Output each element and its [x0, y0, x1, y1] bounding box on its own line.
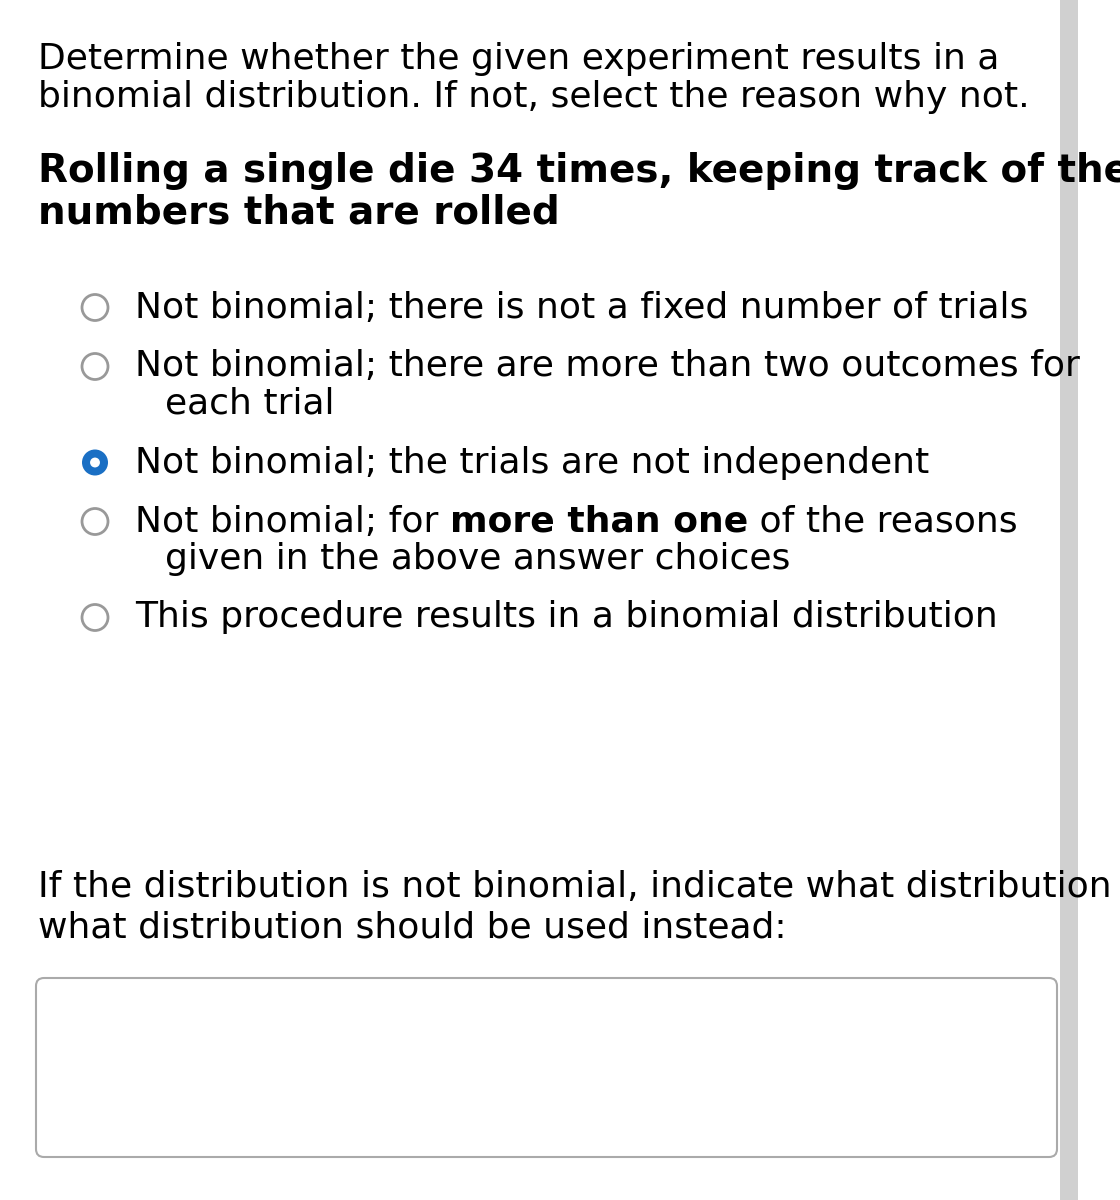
Circle shape — [82, 605, 108, 630]
Text: given in the above answer choices: given in the above answer choices — [165, 541, 791, 576]
Text: Not binomial; there is not a fixed number of trials: Not binomial; there is not a fixed numbe… — [136, 290, 1028, 324]
Text: numbers that are rolled: numbers that are rolled — [38, 194, 560, 232]
Text: Not binomial; for: Not binomial; for — [136, 504, 450, 539]
Text: Rolling a single die 34 times, keeping track of the: Rolling a single die 34 times, keeping t… — [38, 152, 1120, 190]
Text: If the distribution is not binomial, indicate what distribution: If the distribution is not binomial, ind… — [38, 870, 1112, 904]
Circle shape — [82, 354, 108, 379]
Circle shape — [90, 457, 100, 468]
Circle shape — [82, 509, 108, 534]
Text: Not binomial; the trials are not independent: Not binomial; the trials are not indepen… — [136, 445, 930, 480]
Text: what distribution should be used instead:: what distribution should be used instead… — [38, 910, 786, 944]
Text: of the reasons: of the reasons — [748, 504, 1018, 539]
Text: Not binomial; there are more than two outcomes for: Not binomial; there are more than two ou… — [136, 349, 1080, 384]
Text: This procedure results in a binomial distribution: This procedure results in a binomial dis… — [136, 600, 998, 635]
FancyBboxPatch shape — [36, 978, 1057, 1157]
Circle shape — [82, 450, 108, 475]
Text: Determine whether the given experiment results in a: Determine whether the given experiment r… — [38, 42, 999, 76]
Text: binomial distribution. If not, select the reason why not.: binomial distribution. If not, select th… — [38, 80, 1029, 114]
Circle shape — [82, 294, 108, 320]
Bar — [1060, 0, 1077, 1200]
Text: more than one: more than one — [450, 504, 748, 539]
Text: each trial: each trial — [165, 386, 335, 420]
